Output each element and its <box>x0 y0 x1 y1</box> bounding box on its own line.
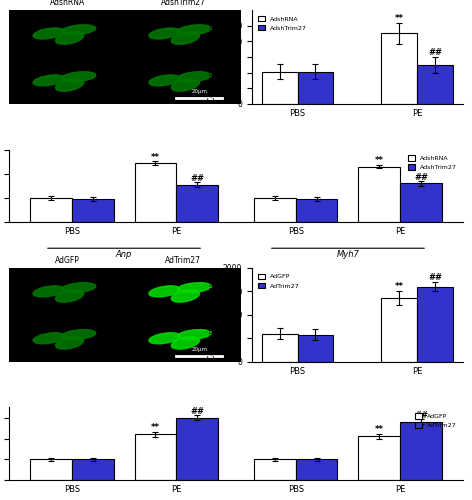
Ellipse shape <box>56 32 84 44</box>
Bar <box>72 199 114 222</box>
Bar <box>30 460 72 480</box>
Text: AdshRNA: AdshRNA <box>50 0 85 7</box>
Ellipse shape <box>33 286 65 297</box>
Ellipse shape <box>171 79 200 91</box>
Ellipse shape <box>56 79 84 91</box>
Ellipse shape <box>171 290 200 302</box>
Ellipse shape <box>149 286 180 297</box>
Ellipse shape <box>178 330 211 340</box>
Ellipse shape <box>178 25 211 34</box>
Text: 20μm: 20μm <box>191 90 207 94</box>
Text: AdGFP: AdGFP <box>55 256 80 265</box>
Legend: AdshRNA, AdshTrim27: AdshRNA, AdshTrim27 <box>255 13 310 33</box>
Bar <box>177 418 218 480</box>
Text: **: ** <box>395 282 404 291</box>
Bar <box>72 460 114 480</box>
Text: Anp: Anp <box>116 250 132 259</box>
Ellipse shape <box>149 333 180 344</box>
Ellipse shape <box>178 72 211 82</box>
Bar <box>125 268 241 315</box>
Bar <box>400 422 442 480</box>
Ellipse shape <box>33 28 65 39</box>
Text: **: ** <box>151 153 160 162</box>
Bar <box>9 315 125 362</box>
Bar <box>358 436 400 480</box>
Bar <box>417 64 453 104</box>
Text: ##: ## <box>190 174 204 183</box>
Ellipse shape <box>178 282 211 292</box>
Ellipse shape <box>56 337 84 349</box>
Legend: AdshRNA, AdshTrim27: AdshRNA, AdshTrim27 <box>405 152 459 172</box>
Bar <box>417 286 453 362</box>
Bar <box>297 72 333 104</box>
Text: **: ** <box>375 426 384 434</box>
Bar <box>135 163 177 222</box>
Bar <box>261 72 297 104</box>
Bar <box>381 298 417 362</box>
Text: ##: ## <box>428 48 442 58</box>
Text: ##: ## <box>414 412 428 420</box>
Bar <box>254 198 295 222</box>
Legend: AdGFP, AdTrim27: AdGFP, AdTrim27 <box>255 271 302 291</box>
Bar <box>9 10 125 57</box>
Text: AdTrim27: AdTrim27 <box>165 256 201 265</box>
Bar <box>261 334 297 361</box>
Y-axis label: Cell Surface Area (μm²): Cell Surface Area (μm²) <box>209 270 218 360</box>
Bar <box>30 198 72 222</box>
Ellipse shape <box>62 25 96 34</box>
Text: ##: ## <box>414 173 428 182</box>
Text: **: ** <box>375 156 384 166</box>
Text: AdshTrim27: AdshTrim27 <box>160 0 205 7</box>
Text: **: ** <box>395 14 404 24</box>
Text: **: ** <box>151 424 160 432</box>
Bar <box>9 268 125 315</box>
Y-axis label: Cell Surface Area (μm²): Cell Surface Area (μm²) <box>209 12 218 102</box>
Ellipse shape <box>171 337 200 349</box>
Bar <box>9 57 125 104</box>
Ellipse shape <box>149 75 180 86</box>
Ellipse shape <box>56 290 84 302</box>
Ellipse shape <box>62 282 96 292</box>
Bar <box>297 334 333 361</box>
Bar <box>381 34 417 104</box>
Bar <box>295 199 337 222</box>
Ellipse shape <box>62 330 96 340</box>
Text: Myh7: Myh7 <box>337 250 359 259</box>
Bar <box>295 460 337 480</box>
Text: ##: ## <box>428 272 442 281</box>
Legend: AdGFP, AdTrim27: AdGFP, AdTrim27 <box>413 410 459 430</box>
Bar <box>358 166 400 222</box>
Text: ##: ## <box>190 408 204 416</box>
Bar <box>125 10 241 57</box>
Ellipse shape <box>33 333 65 344</box>
Ellipse shape <box>62 72 96 82</box>
Bar <box>125 57 241 104</box>
Bar <box>254 460 295 480</box>
Ellipse shape <box>171 32 200 44</box>
Text: 20μm: 20μm <box>191 348 207 352</box>
Ellipse shape <box>33 75 65 86</box>
Bar <box>177 184 218 222</box>
Bar <box>125 315 241 362</box>
Bar <box>400 184 442 222</box>
Ellipse shape <box>149 28 180 39</box>
Bar <box>135 434 177 480</box>
